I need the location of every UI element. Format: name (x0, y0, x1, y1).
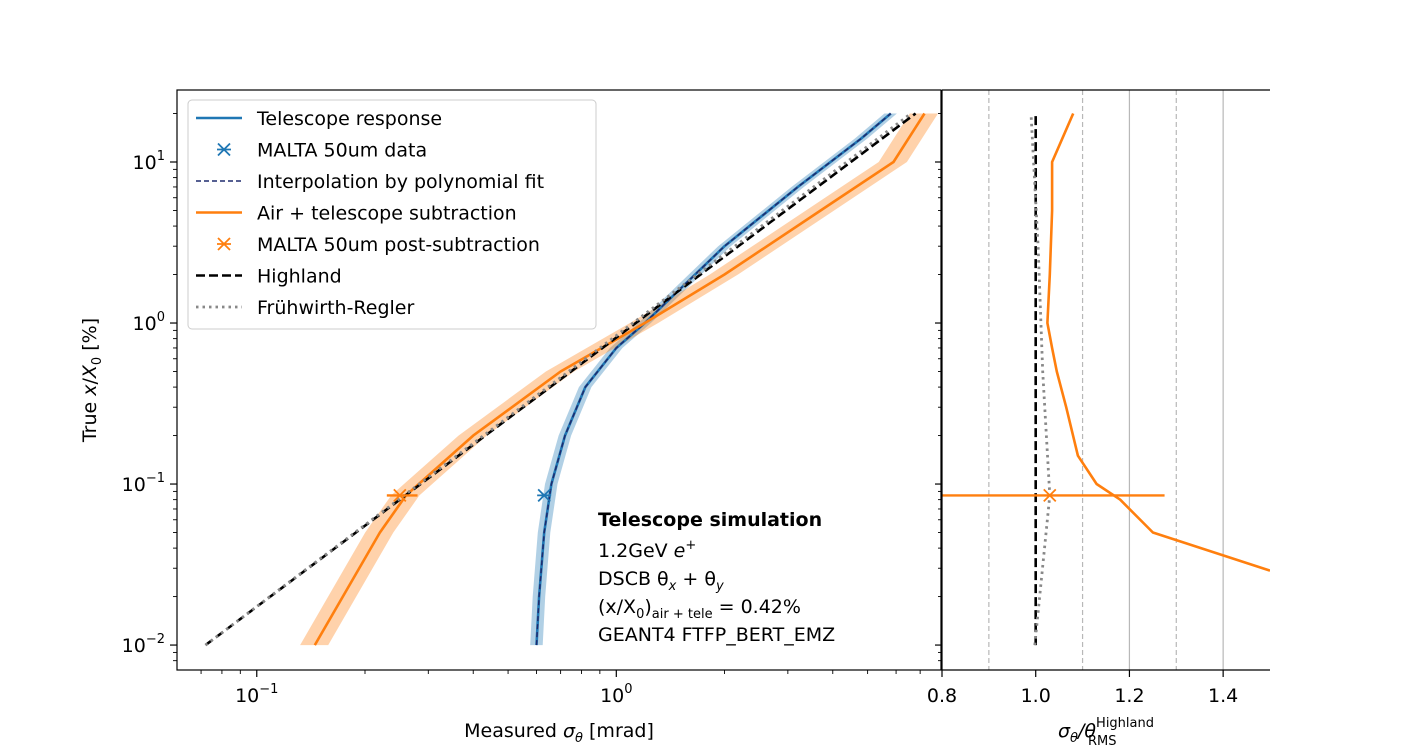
legend: Telescope response MALTA 50um data Interpo… (187, 99, 597, 330)
main-markers (386, 488, 552, 503)
legend-label: Telescope response (256, 108, 442, 130)
malta-50um-data-marker (537, 488, 552, 503)
malta-50um-post-subtraction-marker (392, 488, 407, 503)
ratio-axes-frame (941, 89, 1270, 671)
annotation-fit-model: DSCB θx + θy (598, 568, 724, 594)
y-tick-label: 100 (133, 310, 165, 335)
legend-swatch-marker (217, 142, 231, 157)
main-plot-panel: 10−1 100 10−2 10−1 100 101 Measured σθ [mrad… (79, 89, 942, 746)
ratio-fr-hwirth-regler-line (1029, 113, 1052, 646)
legend-box (187, 99, 597, 330)
legend-label: Highland (257, 266, 342, 288)
main-y-axis-label: True x/X0 [%] (79, 318, 105, 443)
main-lines (204, 112, 926, 647)
legend-label: MALTA 50um data (257, 140, 427, 162)
legend-label: Interpolation by polynomial fit (257, 171, 544, 193)
x-tick-label: 100 (600, 682, 632, 707)
ratio-x-tick-label: 0.8 (927, 685, 957, 707)
legend-entry-interpolation-by-polynomial-fit: Interpolation by polynomial fit (196, 171, 544, 193)
ratio-x-axis-label: σθ/θHighland RMS (1058, 716, 1154, 749)
legend-entry-highland: Highland (196, 266, 342, 288)
ratio-markers (942, 488, 1165, 503)
y-tick-label: 10−1 (122, 471, 165, 496)
ratio-x-tick-label: 1.0 (1021, 685, 1051, 707)
legend-entry-malta-50um-post-subtraction: MALTA 50um post-subtraction (217, 234, 540, 256)
legend-label: Air + telescope subtraction (257, 203, 517, 225)
ratio-y-ticks (935, 113, 942, 662)
ratio-lines (1029, 112, 1270, 646)
annotation-material: (x/X0)air + tele = 0.42% (598, 596, 801, 622)
main-axes-frame (176, 89, 942, 671)
ratio-plot-panel: 0.8 1.0 1.2 1.4 σθ/θHighland RMS (927, 89, 1270, 749)
main-y-ticks: 10−2 10−1 100 101 (122, 113, 177, 662)
annotation-physics-list: GEANT4 FTFP_BERT_EMZ (598, 624, 835, 646)
legend-entry-air-telescope-subtraction: Air + telescope subtraction (196, 203, 517, 225)
ratio-x-tick-label: 1.4 (1208, 685, 1238, 707)
y-tick-label: 101 (133, 149, 165, 174)
air-telescope-subtraction-uncertainty-band (300, 113, 939, 646)
ratio-x-tick-label: 1.2 (1114, 685, 1144, 707)
x-tick-label: 10−1 (235, 682, 278, 707)
legend-label: MALTA 50um post-subtraction (257, 234, 540, 256)
legend-swatch-marker (217, 237, 231, 251)
simulation-annotation: Telescope simulation 1.2GeV e+ DSCB θx +… (598, 509, 835, 646)
annotation-title: Telescope simulation (598, 509, 822, 531)
fr-hwirth-regler-line (204, 112, 912, 647)
interpolation-by-polynomial-fit-line (535, 112, 892, 646)
legend-entry-telescope-response: Telescope response (196, 108, 442, 130)
main-x-ticks: 10−1 100 (200, 670, 921, 707)
ratio-x-ticks: 0.8 1.0 1.2 1.4 (927, 670, 1238, 707)
ratio-air-telescope-subtraction-line (1046, 112, 1270, 572)
annotation-beam: 1.2GeV e+ (598, 538, 696, 562)
legend-label: Frühwirth-Regler (257, 297, 414, 319)
main-x-axis-label: Measured σθ [mrad] (464, 720, 654, 746)
ratio-malta-50um-post-subtraction-marker (1042, 488, 1057, 503)
main-bands (300, 113, 939, 646)
legend-entry-fr-hwirth-regler: Frühwirth-Regler (196, 297, 414, 319)
y-tick-label: 10−2 (122, 632, 165, 657)
legend-entry-malta-50um-data: MALTA 50um data (217, 140, 427, 162)
ratio-gridlines (988, 90, 1224, 670)
